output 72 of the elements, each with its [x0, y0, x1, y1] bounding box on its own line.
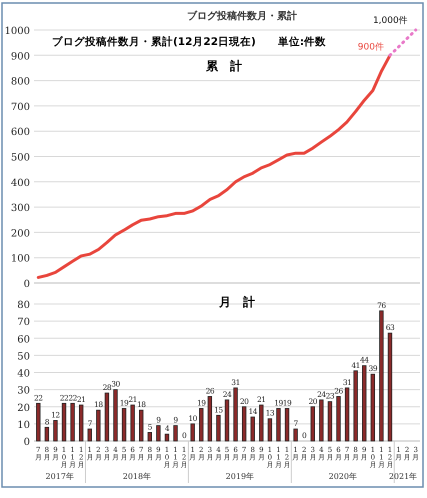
text: 2019年: [226, 472, 254, 481]
chart-title: 月 計: [218, 295, 255, 309]
bar: [216, 414, 221, 442]
bar: [344, 388, 350, 442]
y-tick-label: 80: [17, 300, 30, 311]
bar: [208, 396, 212, 442]
bar: [139, 410, 144, 442]
bar: [88, 428, 92, 442]
bar: [293, 428, 298, 442]
bar: [268, 418, 272, 442]
y-tick-label: 800: [10, 76, 30, 88]
y-tick-label: 900: [10, 51, 30, 62]
y-tick-label: 500: [10, 152, 30, 164]
bar: [130, 404, 135, 442]
y-tick-label: 1000: [4, 26, 30, 37]
bar: [156, 425, 161, 442]
bar: [173, 425, 178, 442]
bar: [190, 423, 195, 442]
y-tick-label: 0: [24, 279, 30, 290]
line-series: [36, 54, 392, 279]
text: 2020年: [328, 472, 357, 481]
bar: [233, 388, 238, 442]
bar: [113, 389, 118, 442]
bar: [224, 400, 230, 442]
bar: [284, 408, 290, 442]
bar: [70, 402, 75, 442]
y-tick-label: 10: [17, 420, 30, 431]
chart-title: ブログ投稿件数月・累計: [187, 10, 297, 22]
text: ブログ投稿件数月・累計(12月22日現在) 単位:件数: [52, 35, 328, 48]
bar: [164, 434, 170, 442]
bar: [310, 406, 315, 442]
y-tick-label: 300: [10, 203, 30, 214]
y-tick-label: 100: [10, 254, 30, 265]
bar: [104, 392, 110, 442]
bar: [353, 370, 358, 442]
bar: [259, 404, 264, 442]
bar: [199, 408, 204, 442]
y-tick-label: 700: [10, 102, 30, 113]
bar: [36, 402, 40, 442]
y-tick-label: 40: [17, 368, 30, 380]
annotation: 1,000件: [372, 15, 408, 26]
y-tick-label: 50: [17, 351, 30, 362]
text: 2018年: [122, 472, 152, 481]
bar: [242, 406, 246, 442]
bar: [122, 408, 126, 442]
annotation: 累 計: [205, 59, 242, 73]
bar: [148, 432, 152, 442]
y-tick-label: 0: [24, 437, 30, 448]
text: 2017年: [46, 472, 74, 481]
bar: [62, 402, 66, 442]
y-tick-label: 20: [17, 402, 30, 414]
bar: [336, 396, 341, 442]
y-tick-label: 70: [17, 317, 30, 328]
bar: [362, 365, 366, 442]
y-tick-label: 400: [10, 178, 30, 189]
bar: [53, 420, 58, 442]
bar: [388, 332, 392, 442]
text: 2021年: [388, 472, 418, 481]
y-tick-label: 30: [17, 386, 30, 397]
bar: [370, 374, 376, 442]
bar: [78, 404, 84, 442]
bar: [44, 426, 50, 442]
y-tick-label: 600: [10, 127, 30, 138]
bar: [319, 400, 324, 442]
bar: [276, 408, 281, 442]
bar: [328, 401, 332, 442]
y-tick-label: 60: [17, 334, 30, 346]
annotation: 900件: [358, 41, 384, 52]
bar: [250, 416, 255, 442]
bar: [379, 310, 384, 442]
y-tick-label: 200: [10, 228, 30, 240]
bar: [96, 410, 101, 442]
